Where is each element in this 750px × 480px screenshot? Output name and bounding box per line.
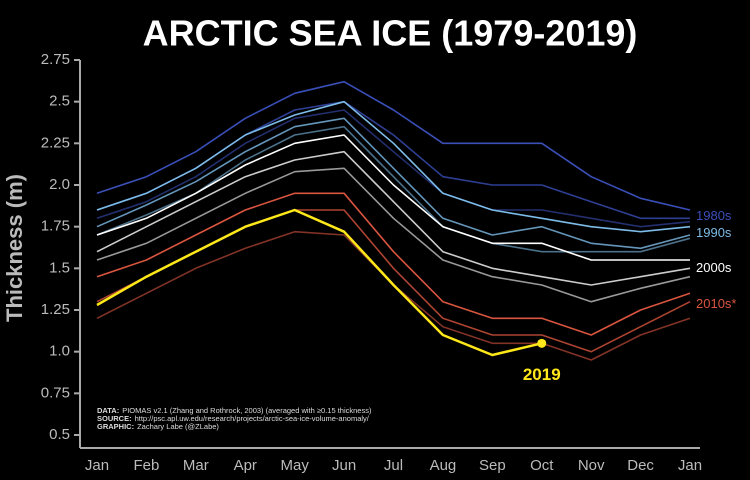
end-point: [537, 338, 547, 348]
source-note: SOURCE: http://psc.apl.uw.edu/research/pr…: [97, 414, 370, 423]
note-label: GRAPHIC:: [97, 422, 134, 431]
x-tick-label: May: [280, 457, 309, 474]
x-tick-label: Apr: [234, 457, 257, 474]
y-tick-label: 0.5: [49, 426, 70, 443]
y-tick-label: 2.0: [49, 176, 70, 193]
y-tick-label: 2.75: [41, 51, 70, 68]
series-label: 1980s: [696, 208, 732, 223]
source-note: DATA: PIOMAS v2.1 (Zhang and Rothrock, 20…: [97, 406, 372, 415]
series-line: [96, 109, 691, 228]
series-line: [96, 208, 543, 357]
note-text: PIOMAS v2.1 (Zhang and Rothrock, 2003) (…: [122, 406, 372, 415]
x-tick-label: Dec: [627, 457, 654, 474]
x-tick-label: Oct: [530, 457, 554, 474]
y-tick-label: 1.0: [49, 343, 70, 360]
y-tick-label: 1.75: [41, 218, 70, 235]
x-tick-label: Jan: [85, 457, 109, 474]
x-tick-label: Mar: [183, 457, 209, 474]
y-axis-label: Thickness (m): [2, 174, 27, 322]
chart-title: ARCTIC SEA ICE (1979-2019): [143, 13, 638, 54]
y-tick-label: 1.5: [49, 259, 70, 276]
x-tick-label: Feb: [133, 457, 159, 474]
x-tick-label: Jan: [678, 457, 702, 474]
series-line: [96, 80, 691, 211]
source-note: GRAPHIC: Zachary Labe (@ZLabe): [97, 422, 219, 431]
note-label: DATA:: [97, 406, 119, 415]
series-label: 2000s: [696, 260, 732, 275]
series-line: [96, 100, 691, 233]
y-tick-label: 2.5: [49, 93, 70, 110]
series-label: 2010s*: [696, 296, 736, 311]
x-tick-label: Nov: [578, 457, 605, 474]
series-line: [96, 167, 691, 303]
series-line: [96, 117, 691, 250]
y-tick-label: 0.75: [41, 384, 70, 401]
x-tick-label: Jul: [384, 457, 403, 474]
series-line: [96, 150, 691, 286]
y-tick-label: 1.25: [41, 301, 70, 318]
x-tick-label: Aug: [430, 457, 457, 474]
note-label: SOURCE:: [97, 414, 132, 423]
note-text: http://psc.apl.uw.edu/research/projects/…: [135, 414, 370, 423]
x-tick-label: Jun: [332, 457, 356, 474]
series-label: 1990s: [696, 225, 732, 240]
x-tick-label: Sep: [479, 457, 506, 474]
y-tick-label: 2.25: [41, 134, 70, 151]
series-line: [96, 192, 691, 336]
series-line: [96, 125, 691, 253]
note-text: Zachary Labe (@ZLabe): [137, 422, 219, 431]
series-label: 2019: [523, 365, 561, 384]
series-line: [96, 134, 690, 261]
